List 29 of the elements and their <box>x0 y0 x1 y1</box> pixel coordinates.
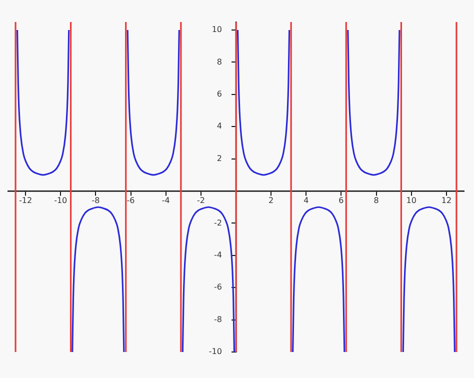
line-series <box>72 206 125 352</box>
y-tick-label: -10 <box>208 347 222 356</box>
y-tick-label: -4 <box>214 250 222 260</box>
line-series <box>292 206 346 352</box>
x-tick-label: -10 <box>54 196 68 205</box>
x-tick-label: -12 <box>19 196 32 205</box>
line-series <box>126 29 180 176</box>
x-tick-label: 8 <box>374 196 379 205</box>
line-series <box>16 29 70 176</box>
line-series <box>236 29 290 176</box>
x-tick-label: -6 <box>126 196 135 205</box>
y-tick-label: 2 <box>216 154 222 163</box>
y-tick-label: 8 <box>216 57 222 66</box>
y-tick-label: -6 <box>214 282 222 292</box>
x-tick-label: 10 <box>406 196 416 205</box>
x-tick-label: -8 <box>92 196 100 205</box>
y-tick-label: -8 <box>214 314 222 324</box>
line-series <box>402 206 456 352</box>
line-series <box>347 29 400 176</box>
x-tick-label: -2 <box>196 196 205 205</box>
y-tick-label: 10 <box>212 25 222 34</box>
y-tick-label: 4 <box>216 122 222 131</box>
x-tick-label: 12 <box>441 196 452 205</box>
x-tick-label: -4 <box>162 196 170 205</box>
x-tick-label: 6 <box>338 196 344 205</box>
x-tick-label: 4 <box>304 196 309 205</box>
y-tick-label: -2 <box>214 218 222 228</box>
y-tick-label: 6 <box>216 90 222 99</box>
x-tick-label: 2 <box>268 196 274 205</box>
